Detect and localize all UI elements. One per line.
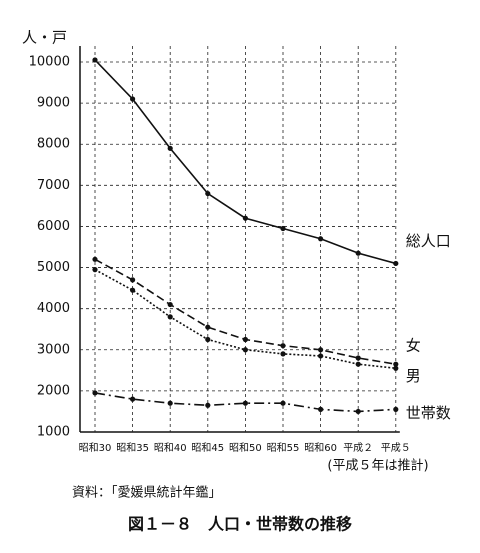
x-tick-label: 昭和35: [116, 442, 149, 454]
series-label: 男: [406, 367, 421, 385]
point: [92, 256, 98, 262]
caption: 図１－８ 人口・世帯数の推移: [128, 515, 352, 534]
x-tick-label: 平成５: [381, 442, 411, 454]
point: [92, 390, 98, 396]
y-tick-label: 1000: [37, 425, 70, 440]
point: [280, 351, 286, 357]
point: [130, 396, 136, 402]
point: [393, 406, 399, 412]
point: [280, 343, 286, 349]
y-tick-label: 8000: [37, 137, 70, 152]
point: [355, 250, 361, 256]
point: [318, 236, 324, 242]
point: [167, 301, 173, 308]
y-tick-label: 10000: [29, 55, 70, 70]
series-label: 総人口: [406, 232, 451, 250]
point: [205, 402, 211, 408]
point: [242, 347, 248, 353]
point: [355, 408, 361, 415]
point: [92, 267, 98, 273]
point: [318, 353, 324, 359]
x-tick-label: 昭和40: [154, 442, 187, 454]
point: [167, 400, 173, 406]
y-tick-label: 2000: [37, 383, 70, 398]
point: [130, 287, 136, 293]
point: [242, 215, 248, 221]
y-tick-label: 7000: [37, 178, 70, 193]
y-tick-label: 6000: [37, 219, 70, 234]
series-line: [94, 268, 396, 370]
point: [167, 145, 173, 151]
point: [130, 277, 136, 283]
point: [355, 361, 361, 367]
x-tick-label: 昭和55: [267, 442, 300, 454]
point: [393, 365, 399, 371]
series-label: 女: [406, 337, 421, 355]
point: [393, 260, 399, 267]
y-axis-label: 人・戸: [22, 29, 67, 47]
point: [92, 57, 98, 63]
point: [280, 225, 286, 232]
point: [318, 406, 324, 412]
x-tick-label: 昭和60: [304, 442, 337, 454]
series-label: 世帯数: [406, 404, 451, 422]
point: [130, 96, 136, 102]
y-tick-label: 3000: [37, 342, 70, 357]
x-tick-label: 昭和50: [229, 442, 262, 454]
point: [318, 347, 324, 353]
y-tick-label: 9000: [37, 96, 70, 111]
point: [242, 400, 248, 406]
source: 資料：「愛媛県統計年鑑」: [72, 485, 222, 501]
point: [393, 361, 399, 367]
point: [242, 336, 248, 343]
y-tick-label: 4000: [37, 301, 70, 316]
point: [205, 324, 211, 330]
x-tick-label: 平成２: [343, 442, 373, 454]
point: [167, 314, 173, 320]
x-tick-label: 昭和30: [79, 442, 112, 454]
point: [205, 336, 211, 343]
x-tick-label: 昭和45: [191, 442, 224, 454]
point: [205, 190, 211, 197]
note: (平成５年は推計): [327, 458, 428, 474]
y-tick-label: 5000: [37, 260, 70, 275]
point: [355, 355, 361, 361]
point: [280, 400, 286, 406]
